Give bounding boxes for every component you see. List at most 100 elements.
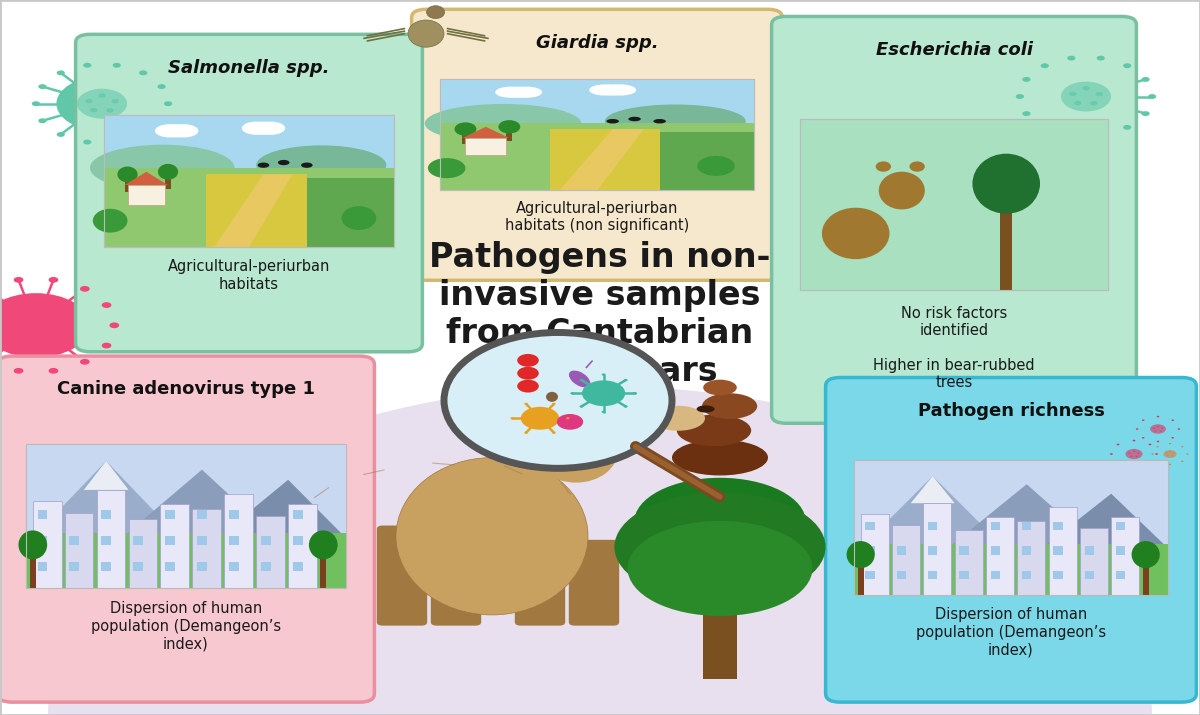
Text: Dispersion of human
population (Demangeon’s
index): Dispersion of human population (Demangeo…	[91, 601, 281, 651]
Circle shape	[1067, 56, 1075, 61]
FancyBboxPatch shape	[307, 179, 394, 247]
FancyBboxPatch shape	[97, 490, 125, 588]
Circle shape	[1142, 420, 1145, 421]
Ellipse shape	[428, 158, 466, 178]
Ellipse shape	[18, 531, 47, 559]
Circle shape	[624, 379, 628, 381]
Ellipse shape	[878, 172, 925, 209]
FancyBboxPatch shape	[26, 443, 346, 538]
Circle shape	[139, 132, 148, 137]
FancyBboxPatch shape	[205, 174, 307, 247]
FancyBboxPatch shape	[854, 544, 1168, 595]
Circle shape	[1162, 428, 1163, 429]
Ellipse shape	[569, 370, 590, 388]
Circle shape	[557, 414, 583, 430]
Ellipse shape	[257, 122, 286, 135]
Ellipse shape	[169, 124, 198, 137]
Circle shape	[1117, 463, 1120, 464]
Circle shape	[1096, 92, 1103, 97]
Ellipse shape	[503, 87, 534, 98]
Text: Pathogens in non-
invasive samples
from Cantabrian
brown bears: Pathogens in non- invasive samples from …	[430, 241, 770, 388]
FancyBboxPatch shape	[660, 132, 754, 190]
Circle shape	[157, 84, 166, 89]
Text: Escherichia coli: Escherichia coli	[876, 41, 1032, 59]
FancyBboxPatch shape	[104, 168, 394, 247]
Ellipse shape	[598, 84, 629, 96]
Polygon shape	[462, 127, 509, 138]
FancyBboxPatch shape	[197, 562, 206, 571]
FancyBboxPatch shape	[262, 536, 270, 545]
Polygon shape	[559, 129, 644, 190]
Circle shape	[1157, 446, 1159, 448]
FancyBboxPatch shape	[26, 533, 346, 588]
Text: Giardia spp.: Giardia spp.	[535, 34, 659, 51]
FancyBboxPatch shape	[166, 511, 175, 519]
FancyBboxPatch shape	[860, 514, 889, 595]
FancyBboxPatch shape	[102, 536, 110, 545]
Ellipse shape	[158, 164, 178, 179]
FancyBboxPatch shape	[440, 79, 754, 190]
FancyBboxPatch shape	[70, 536, 79, 545]
Ellipse shape	[90, 144, 234, 191]
FancyBboxPatch shape	[991, 546, 1000, 555]
FancyBboxPatch shape	[865, 522, 875, 531]
Ellipse shape	[162, 124, 191, 137]
FancyBboxPatch shape	[431, 526, 481, 626]
FancyBboxPatch shape	[1085, 546, 1094, 555]
Circle shape	[1181, 446, 1183, 448]
FancyBboxPatch shape	[70, 562, 79, 571]
Ellipse shape	[606, 119, 619, 124]
FancyBboxPatch shape	[1054, 546, 1063, 555]
Circle shape	[1123, 64, 1132, 68]
Circle shape	[580, 379, 583, 381]
Circle shape	[1061, 82, 1111, 112]
Circle shape	[606, 395, 610, 398]
FancyBboxPatch shape	[37, 511, 47, 519]
Circle shape	[1110, 453, 1112, 455]
FancyBboxPatch shape	[37, 536, 47, 545]
Circle shape	[1166, 455, 1169, 456]
FancyBboxPatch shape	[288, 504, 317, 588]
Circle shape	[17, 320, 25, 325]
Circle shape	[1169, 451, 1171, 453]
Circle shape	[157, 118, 166, 123]
Circle shape	[601, 410, 606, 413]
Circle shape	[31, 102, 40, 106]
FancyBboxPatch shape	[166, 179, 170, 189]
Circle shape	[539, 414, 541, 415]
Polygon shape	[32, 461, 180, 538]
Polygon shape	[911, 476, 955, 503]
Circle shape	[32, 313, 41, 318]
FancyBboxPatch shape	[854, 460, 1168, 548]
Circle shape	[90, 108, 97, 112]
FancyBboxPatch shape	[1111, 517, 1140, 595]
FancyBboxPatch shape	[550, 129, 660, 190]
Circle shape	[1069, 92, 1076, 96]
FancyBboxPatch shape	[928, 546, 937, 555]
Circle shape	[1152, 453, 1153, 455]
Circle shape	[1126, 449, 1142, 459]
Circle shape	[1157, 460, 1159, 462]
FancyBboxPatch shape	[229, 511, 239, 519]
Ellipse shape	[301, 162, 313, 168]
Circle shape	[1133, 450, 1135, 452]
Text: Canine adenovirus type 1: Canine adenovirus type 1	[58, 380, 314, 398]
Circle shape	[48, 277, 59, 282]
Ellipse shape	[408, 20, 444, 47]
Circle shape	[56, 77, 148, 131]
Circle shape	[22, 330, 30, 335]
Ellipse shape	[278, 160, 289, 165]
FancyBboxPatch shape	[896, 571, 906, 579]
Polygon shape	[215, 174, 293, 247]
Circle shape	[56, 132, 65, 137]
Ellipse shape	[629, 117, 641, 122]
Circle shape	[1150, 424, 1166, 434]
FancyBboxPatch shape	[257, 516, 284, 588]
Ellipse shape	[697, 156, 734, 176]
FancyBboxPatch shape	[1054, 571, 1063, 579]
Circle shape	[1181, 460, 1183, 462]
Circle shape	[1187, 453, 1188, 455]
Ellipse shape	[703, 380, 737, 395]
FancyBboxPatch shape	[293, 536, 302, 545]
Ellipse shape	[661, 392, 671, 398]
